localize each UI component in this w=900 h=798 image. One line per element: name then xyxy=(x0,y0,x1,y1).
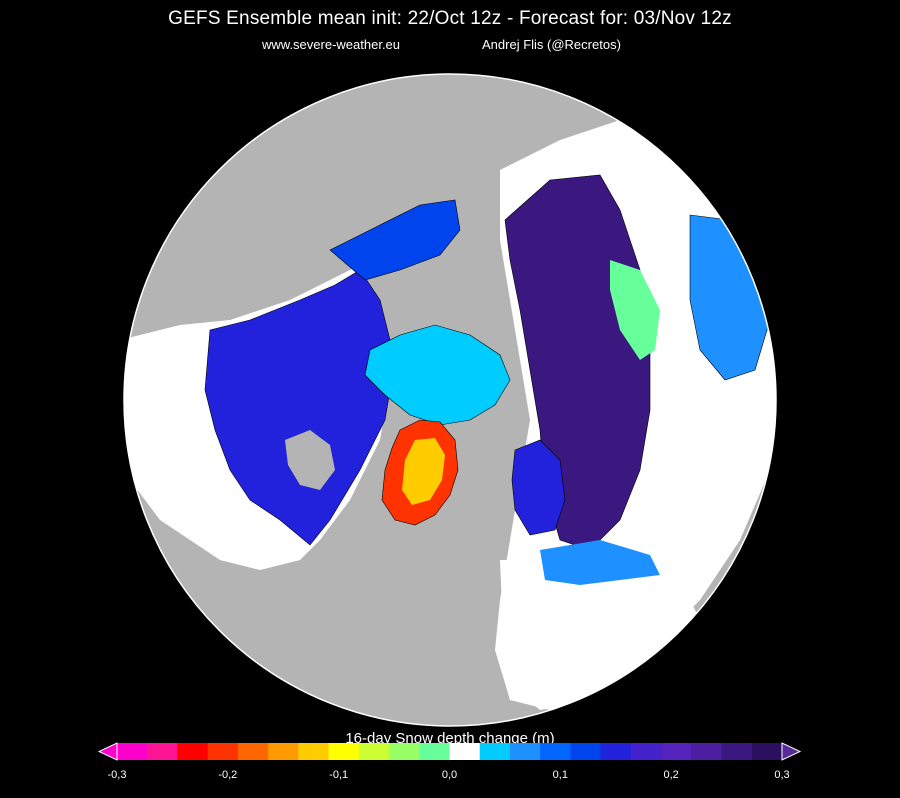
east-asia-patch xyxy=(610,260,660,360)
polar-map xyxy=(123,73,777,727)
colorbar-swatch xyxy=(509,743,541,760)
colorbar-swatch xyxy=(177,743,209,760)
colorbar-swatch xyxy=(449,743,481,760)
colorbar-tick-label: -0,3 xyxy=(107,769,127,781)
colorbar-low-arrow xyxy=(97,742,118,761)
colorbar-tick-label: -0,2 xyxy=(218,769,238,781)
colorbar-swatch xyxy=(117,743,148,760)
arctic-sea-ice-region xyxy=(364,324,511,426)
colorbar-swatch xyxy=(630,743,662,760)
hudson-bay xyxy=(285,430,335,490)
colorbar-swatch xyxy=(389,743,420,760)
colorbar-swatch xyxy=(328,743,360,760)
greenland-core xyxy=(402,438,445,505)
canada-snow-region xyxy=(204,269,396,546)
colorbar-swatch xyxy=(237,743,269,760)
colorbar-tick-label: -0,1 xyxy=(329,769,349,781)
colorbar-swatch xyxy=(721,743,753,760)
alaska-snow-region xyxy=(329,199,461,281)
colorbar-high-arrow xyxy=(781,742,802,761)
colorbar-swatch xyxy=(570,743,602,760)
colorbar-swatch xyxy=(419,743,450,760)
colorbar-swatch xyxy=(600,743,632,760)
colorbar-swatch xyxy=(751,743,783,760)
colorbar-swatch xyxy=(691,743,723,760)
author-credit: Andrej Flis (@Recretos) xyxy=(482,37,621,52)
colorbar-tick-label: 0,1 xyxy=(552,769,568,781)
scandinavia-snow-region xyxy=(511,439,566,536)
colorbar-swatch xyxy=(358,743,390,760)
colorbar-swatch xyxy=(298,743,330,760)
colorbar-swatch xyxy=(268,743,299,760)
colorbar xyxy=(97,742,802,761)
website-credit: www.severe-weather.eu xyxy=(262,37,401,52)
legend-title: 16-day Snow depth change (m) xyxy=(345,730,555,747)
colorbar-tick-label: 0,3 xyxy=(774,769,790,781)
colorbar-swatch xyxy=(661,743,692,760)
map-border xyxy=(123,73,777,727)
colorbar-tick-label: 0,2 xyxy=(663,769,679,781)
europe-land xyxy=(500,560,700,710)
colorbar-swatch xyxy=(540,743,571,760)
europe-snow-fringe xyxy=(540,540,660,585)
colorbar-tick-label: 0,0 xyxy=(441,769,458,781)
colorbar-swatch xyxy=(479,743,511,760)
colorbar-swatch xyxy=(147,743,178,760)
map-title: GEFS Ensemble mean init: 22/Oct 12z - Fo… xyxy=(168,8,732,29)
colorbar-swatch xyxy=(207,743,239,760)
